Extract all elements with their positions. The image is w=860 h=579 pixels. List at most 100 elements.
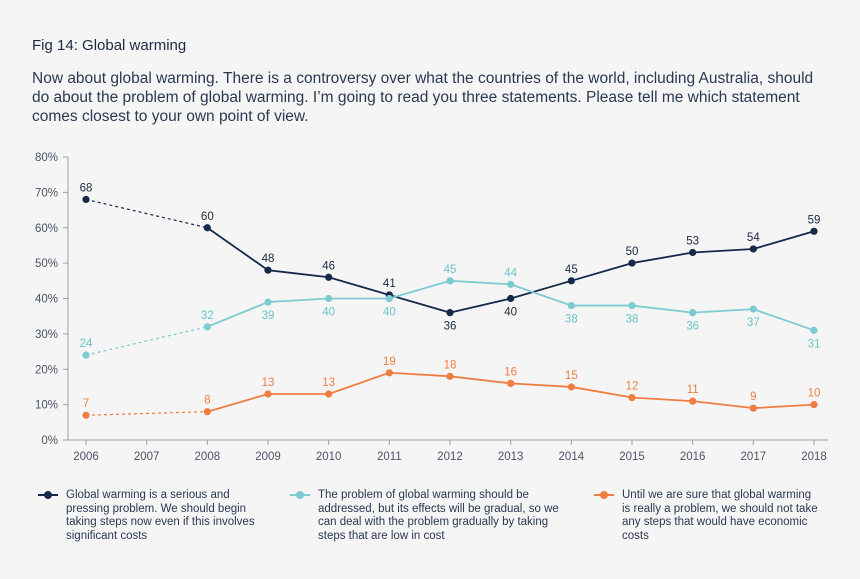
series-2-line-segment: [449, 375, 511, 385]
series-0-data-label: 46: [322, 260, 335, 272]
series-0-point: [325, 273, 333, 281]
y-tick-label: 20%: [35, 364, 58, 376]
series-0-line-segment: [753, 230, 815, 250]
series-2-point: [385, 369, 393, 377]
series-0-point: [567, 277, 575, 285]
y-tick-label: 40%: [35, 294, 58, 306]
y-tick-label: 0%: [41, 435, 58, 447]
series-1-data-label: 36: [686, 321, 699, 333]
figure-title: Fig 14: Global warming: [32, 37, 187, 54]
series-0-data-label: 41: [383, 278, 396, 290]
series-0-data-label: 50: [626, 246, 639, 258]
series-0-line-segment: [692, 248, 754, 254]
series-2-point: [567, 383, 575, 391]
series-0-line-segment: [631, 251, 693, 265]
series-2-point: [264, 390, 272, 398]
series-2-line-segment: [753, 403, 815, 410]
series-0-point: [507, 294, 515, 303]
series-1-point: [749, 305, 757, 313]
series-1-data-label: 24: [80, 338, 93, 350]
series-1-point: [446, 277, 454, 285]
series-2-data-label: 7: [83, 398, 89, 410]
legend-swatch: [38, 489, 58, 501]
series-0-point: [446, 309, 454, 317]
series-2-data-label: 18: [444, 359, 457, 371]
series-1-data-label: 31: [808, 338, 821, 350]
legend-swatch: [594, 489, 614, 501]
x-tick-label: 2012: [437, 451, 463, 463]
series-0-line-segment: [449, 297, 511, 314]
series-1-data-label: 39: [262, 310, 275, 322]
x-tick-label: 2016: [680, 451, 706, 463]
series-0-data-label: 53: [686, 236, 699, 248]
series-2-line-segment: [692, 400, 754, 410]
series-2-point: [628, 393, 636, 402]
series-2-point: [325, 390, 333, 398]
series-2-point: [749, 404, 757, 412]
legend-label: The problem of global warming should be …: [318, 489, 559, 542]
series-1-dashed-segment: [85, 326, 208, 356]
series-0-line-segment: [328, 276, 390, 296]
series-1-data-label: 40: [322, 307, 335, 319]
y-tick-label: 80%: [35, 152, 58, 164]
series-0-data-label: 54: [747, 232, 760, 244]
series-1-data-label: 44: [504, 267, 517, 279]
series-0-dashed-segment: [85, 198, 208, 229]
legend-swatch: [290, 489, 310, 501]
series-1-point: [203, 323, 211, 331]
series-1-point: [567, 301, 575, 310]
x-tick-label: 2009: [255, 451, 281, 463]
series-1-line-segment: [267, 297, 329, 303]
series-0-data-label: 59: [808, 214, 821, 226]
series-2-point: [507, 379, 515, 387]
series-2-line-segment: [571, 386, 633, 399]
series-2-data-label: 13: [262, 377, 275, 389]
x-tick-label: 2015: [619, 451, 645, 463]
x-tick-label: 2007: [134, 451, 160, 463]
series-1-point: [689, 309, 697, 317]
series-1-data-label: 40: [383, 307, 396, 319]
series-2-point: [446, 372, 454, 380]
x-tick-label: 2006: [73, 451, 99, 463]
series-2-data-label: 15: [565, 370, 578, 382]
survey-question: Now about global warming. There is a con…: [32, 70, 814, 125]
series-2-line-segment: [207, 393, 269, 413]
series-2-line-segment: [328, 371, 390, 395]
series-1-point: [325, 294, 333, 303]
series-0-data-label: 48: [262, 253, 275, 265]
series-2-data-label: 10: [808, 388, 821, 400]
series-1-data-label: 38: [626, 314, 639, 326]
series-0-line-segment: [206, 227, 269, 271]
series-1-data-label: 38: [565, 314, 578, 326]
series-2-data-label: 16: [504, 366, 517, 378]
legend-label: Global warming is a serious and pressing…: [66, 489, 255, 542]
series-0-line-segment: [267, 269, 329, 279]
series-0-point: [810, 227, 818, 235]
x-tick-label: 2010: [316, 451, 342, 463]
legend-item-serious-problem: Global warming is a serious and pressing…: [38, 489, 266, 543]
x-tick-label: 2013: [498, 451, 524, 463]
series-1-point: [628, 301, 636, 310]
y-tick-label: 10%: [35, 400, 58, 412]
series-2-data-label: 12: [626, 381, 639, 393]
series-1-line-segment: [389, 279, 451, 300]
series-0-data-label: 60: [201, 211, 214, 223]
series-1-point: [385, 294, 393, 303]
series-1-line-segment: [753, 308, 815, 332]
series-2-point: [810, 401, 818, 409]
legend-label: Until we are sure that global warming is…: [622, 489, 818, 542]
y-tick-label: 70%: [35, 187, 58, 199]
series-2-point: [689, 397, 697, 405]
series-0-data-label: 68: [80, 182, 93, 194]
series-1-line-segment: [631, 304, 693, 314]
series-0-point: [689, 248, 697, 257]
series-1-point: [82, 351, 90, 359]
x-tick-label: 2014: [559, 451, 585, 463]
series-2-line-segment: [389, 371, 451, 378]
series-2-dashed-segment: [85, 411, 208, 416]
series-1-line-segment: [206, 301, 269, 328]
x-tick-label: 2008: [195, 451, 221, 463]
series-1-point: [507, 280, 515, 288]
series-2-data-label: 19: [383, 356, 396, 368]
series-2-data-label: 9: [750, 391, 756, 403]
